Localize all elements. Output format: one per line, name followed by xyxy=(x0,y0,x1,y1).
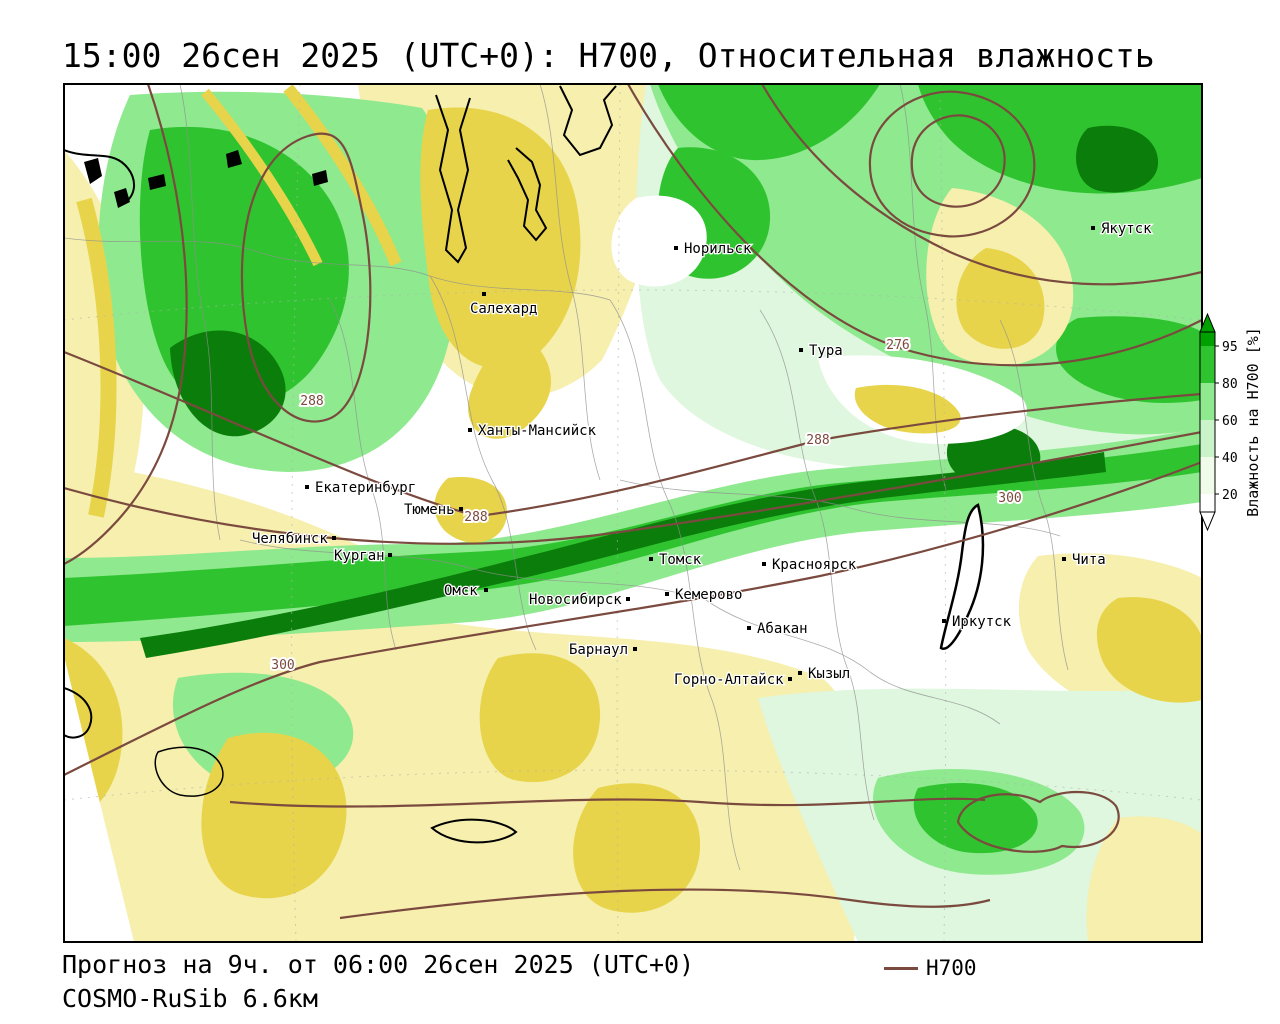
city: Горно-Алтайск xyxy=(673,671,792,689)
colorbar-segment xyxy=(1200,457,1215,494)
city-label: Екатеринбург xyxy=(315,480,416,496)
city: Салехард xyxy=(469,292,539,318)
humidity-colorbar: 95 80 60 40 20 Влажность на H700 [%] xyxy=(1199,312,1262,532)
city-label: Кемерово xyxy=(675,587,742,603)
city: Иркутск xyxy=(942,613,1013,631)
city-label: Горно-Алтайск xyxy=(674,672,784,688)
city-label: Иркутск xyxy=(952,614,1012,630)
city-label: Новосибирск xyxy=(529,592,622,608)
page-title: 15:00 26сен 2025 (UTC+0): H700, Относите… xyxy=(62,36,1155,75)
colorbar-arrow-down xyxy=(1199,511,1216,532)
city-marker xyxy=(674,246,678,250)
h700-legend: H700 xyxy=(884,956,977,980)
city: Тюмень xyxy=(403,501,463,519)
city: Норильск xyxy=(674,240,753,258)
colorbar-segment xyxy=(1200,420,1215,457)
city-marker xyxy=(799,348,803,352)
city-label: Чита xyxy=(1072,552,1106,568)
city-marker xyxy=(468,428,472,432)
city-marker xyxy=(484,588,488,592)
city-marker xyxy=(788,677,792,681)
colorbar-tick-label: 80 xyxy=(1222,377,1238,392)
city-marker xyxy=(942,619,946,623)
contour-label: 288 xyxy=(464,510,487,525)
city: Тура xyxy=(799,342,844,360)
colorbar-title: Влажность на H700 [%] xyxy=(1244,327,1262,517)
colorbar-segment xyxy=(1200,494,1215,512)
city-marker xyxy=(332,536,336,540)
model-info-line: COSMO-RuSib 6.6км xyxy=(62,984,318,1013)
city: Екатеринбург xyxy=(305,479,417,497)
contour-labels: 288 276 288 288 300 300 xyxy=(269,336,1023,675)
city: Томск xyxy=(649,551,703,569)
city-marker xyxy=(665,592,669,596)
city-label: Абакан xyxy=(757,621,808,637)
contour-label: 276 xyxy=(886,338,909,353)
coastlines xyxy=(64,85,985,844)
city: Чита xyxy=(1062,551,1107,569)
city: Кемерово xyxy=(665,586,744,604)
city-label: Курган xyxy=(334,548,385,564)
contour-label: 300 xyxy=(271,658,294,673)
contour-label: 300 xyxy=(998,491,1021,506)
city-label: Норильск xyxy=(684,241,752,257)
city-label: Якутск xyxy=(1101,221,1152,237)
city-label: Тура xyxy=(809,343,843,359)
city-marker xyxy=(633,647,637,651)
city-marker xyxy=(305,485,309,489)
city-marker xyxy=(747,626,751,630)
city-label: Тюмень xyxy=(404,502,455,518)
colorbar-tick-label: 95 xyxy=(1222,340,1238,355)
colorbar-segment xyxy=(1200,346,1215,383)
h700-legend-label: H700 xyxy=(926,956,977,980)
colorbar-segment xyxy=(1200,332,1215,346)
city: Новосибирск xyxy=(528,591,630,609)
city-label: Томск xyxy=(659,552,702,568)
contour-label: 288 xyxy=(806,433,829,448)
forecast-info-line: Прогноз на 9ч. от 06:00 26сен 2025 (UTC+… xyxy=(62,950,695,979)
humidity-field xyxy=(64,84,1202,942)
city-marker xyxy=(482,292,486,296)
city-marker xyxy=(649,557,653,561)
colorbar-tick-label: 60 xyxy=(1222,414,1238,429)
city: Омск xyxy=(443,582,488,600)
cities: Норильск Якутск Салехард Тура Ханты-Манс… xyxy=(251,220,1154,690)
city: Челябинск xyxy=(251,530,336,548)
city-label: Омск xyxy=(444,583,478,599)
city: Кызыл xyxy=(798,665,851,683)
city-marker xyxy=(1062,557,1066,561)
city-marker xyxy=(762,562,766,566)
city-label: Барнаул xyxy=(569,642,628,658)
city: Якутск xyxy=(1091,220,1153,238)
h700-contour-lines xyxy=(64,84,1202,920)
city-label: Красноярск xyxy=(772,557,857,573)
city-marker xyxy=(459,507,463,511)
city-marker xyxy=(1091,226,1095,230)
admin-boundaries xyxy=(64,84,1069,871)
city: Абакан xyxy=(747,620,809,638)
city: Ханты-Мансийск xyxy=(468,422,598,440)
city-marker xyxy=(626,597,630,601)
city-label: Челябинск xyxy=(252,531,328,547)
city: Барнаул xyxy=(568,641,637,659)
city: Красноярск xyxy=(762,556,858,574)
city-marker xyxy=(388,553,392,557)
colorbar-tick-label: 40 xyxy=(1222,451,1238,466)
city-marker xyxy=(798,671,802,675)
colorbar-tick-label: 20 xyxy=(1222,488,1238,503)
city: Курган xyxy=(333,547,392,565)
city-label: Кызыл xyxy=(808,666,850,682)
city-label: Ханты-Мансийск xyxy=(478,423,597,439)
contour-label: 288 xyxy=(300,394,323,409)
h700-legend-line xyxy=(884,966,918,970)
city-label: Салехард xyxy=(470,301,537,317)
colorbar-segment xyxy=(1200,383,1215,420)
